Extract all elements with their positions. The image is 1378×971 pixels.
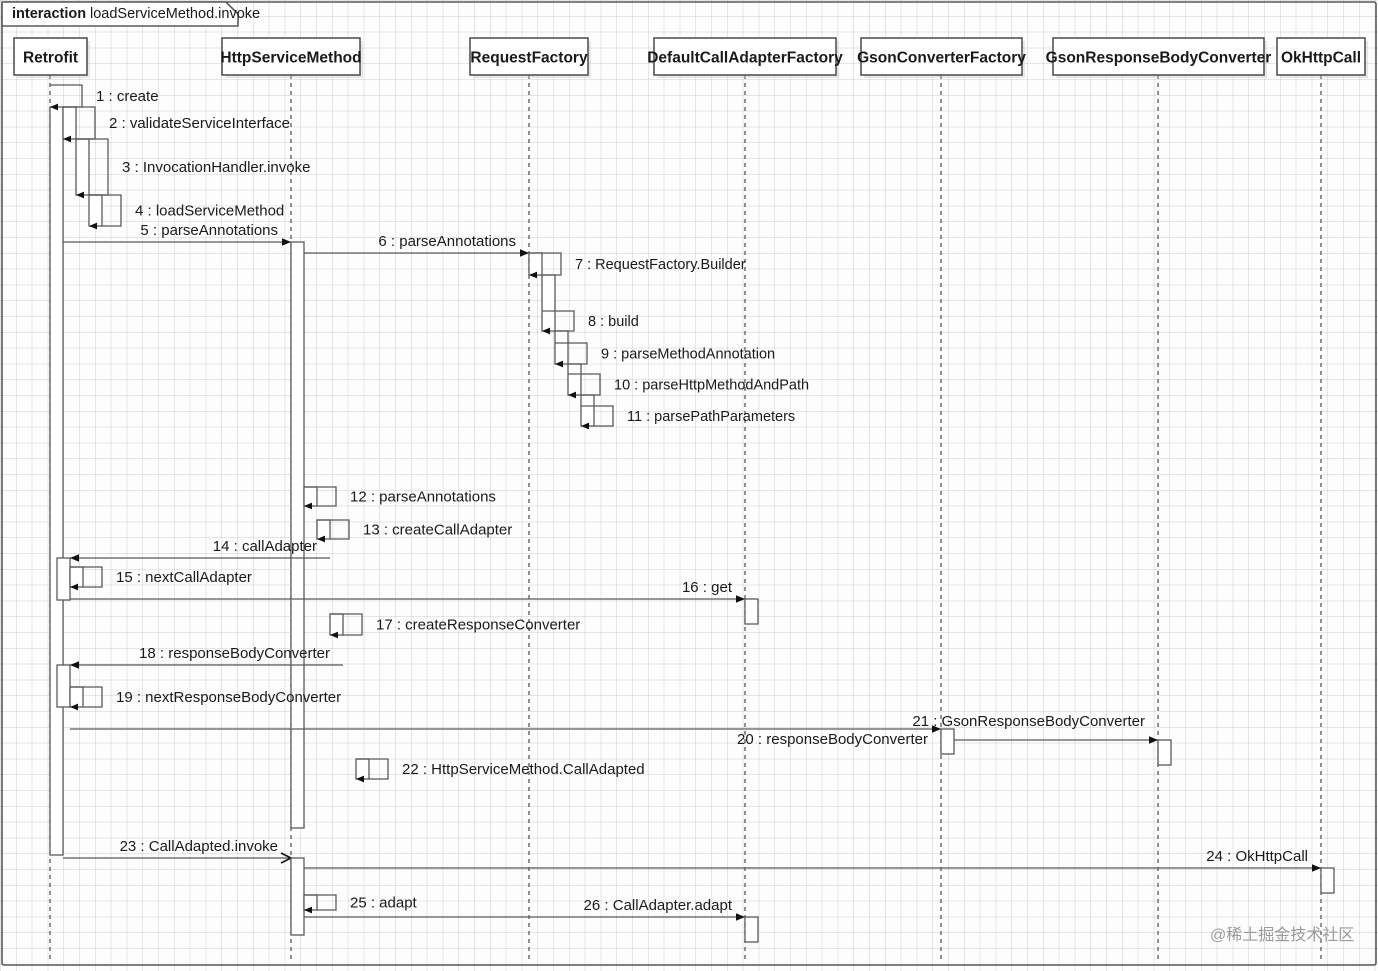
svg-text:OkHttpCall: OkHttpCall bbox=[1281, 50, 1361, 67]
svg-text:26 : CallAdapter.adapt: 26 : CallAdapter.adapt bbox=[584, 897, 733, 914]
svg-text:@稀土掘金技术社区: @稀土掘金技术社区 bbox=[1210, 926, 1354, 944]
svg-text:11 : parsePathParameters: 11 : parsePathParameters bbox=[627, 409, 795, 425]
svg-text:18 : responseBodyConverter: 18 : responseBodyConverter bbox=[139, 645, 330, 662]
svg-text:5 : parseAnnotations: 5 : parseAnnotations bbox=[140, 222, 278, 239]
svg-text:GsonConverterFactory: GsonConverterFactory bbox=[857, 50, 1026, 67]
svg-text:22 : HttpServiceMethod.CallAda: 22 : HttpServiceMethod.CallAdapted bbox=[402, 761, 645, 778]
svg-text:8 : build: 8 : build bbox=[588, 314, 639, 330]
svg-text:RequestFactory: RequestFactory bbox=[470, 50, 588, 67]
svg-text:14 : callAdapter: 14 : callAdapter bbox=[213, 538, 317, 555]
svg-text:3 : InvocationHandler.invoke: 3 : InvocationHandler.invoke bbox=[122, 159, 310, 176]
svg-text:23 : CallAdapted.invoke: 23 : CallAdapted.invoke bbox=[120, 838, 278, 855]
svg-text:4 : loadServiceMethod: 4 : loadServiceMethod bbox=[135, 203, 284, 220]
svg-text:10 : parseHttpMethodAndPath: 10 : parseHttpMethodAndPath bbox=[614, 378, 809, 394]
svg-text:HttpServiceMethod: HttpServiceMethod bbox=[220, 50, 361, 67]
svg-text:24 : OkHttpCall: 24 : OkHttpCall bbox=[1206, 848, 1308, 865]
svg-text:25 : adapt: 25 : adapt bbox=[350, 895, 418, 912]
svg-text:16 : get: 16 : get bbox=[682, 579, 733, 596]
svg-text:Retrofit: Retrofit bbox=[23, 50, 78, 67]
svg-text:GsonResponseBodyConverter: GsonResponseBodyConverter bbox=[1046, 50, 1272, 67]
svg-text:6 : parseAnnotations: 6 : parseAnnotations bbox=[378, 233, 516, 250]
svg-text:2 : validateServiceInterface: 2 : validateServiceInterface bbox=[109, 115, 290, 132]
svg-text:21 : GsonResponseBodyConverter: 21 : GsonResponseBodyConverter bbox=[912, 713, 1145, 730]
svg-text:DefaultCallAdapterFactory: DefaultCallAdapterFactory bbox=[647, 50, 843, 67]
svg-text:7 : RequestFactory.Builder: 7 : RequestFactory.Builder bbox=[575, 257, 746, 273]
svg-text:interaction: interaction bbox=[12, 6, 86, 22]
svg-text:13 : createCallAdapter: 13 : createCallAdapter bbox=[363, 522, 512, 539]
svg-text:19 : nextResponseBodyConverter: 19 : nextResponseBodyConverter bbox=[116, 689, 341, 706]
svg-text:9 : parseMethodAnnotation: 9 : parseMethodAnnotation bbox=[601, 347, 775, 363]
svg-text:loadServiceMethod.invoke: loadServiceMethod.invoke bbox=[90, 6, 260, 22]
svg-text:12 : parseAnnotations: 12 : parseAnnotations bbox=[350, 489, 496, 506]
svg-text:1 : create: 1 : create bbox=[96, 88, 159, 105]
svg-text:15 : nextCallAdapter: 15 : nextCallAdapter bbox=[116, 569, 252, 586]
svg-text:20 : responseBodyConverter: 20 : responseBodyConverter bbox=[737, 731, 928, 748]
svg-text:17 : createResponseConverter: 17 : createResponseConverter bbox=[376, 617, 580, 634]
